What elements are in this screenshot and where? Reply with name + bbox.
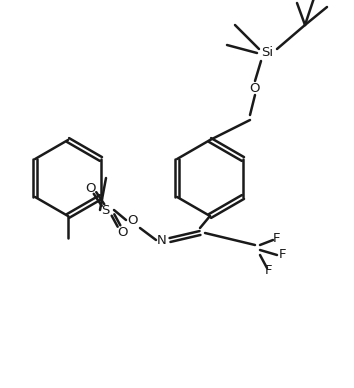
Text: O: O xyxy=(85,182,95,194)
Text: Si: Si xyxy=(261,47,273,59)
Text: F: F xyxy=(265,263,273,277)
Text: N: N xyxy=(157,234,167,246)
Text: F: F xyxy=(273,232,281,244)
Text: O: O xyxy=(250,81,260,95)
Text: O: O xyxy=(127,213,137,227)
Text: F: F xyxy=(279,248,287,262)
Text: S: S xyxy=(101,203,109,217)
Text: O: O xyxy=(117,225,127,239)
